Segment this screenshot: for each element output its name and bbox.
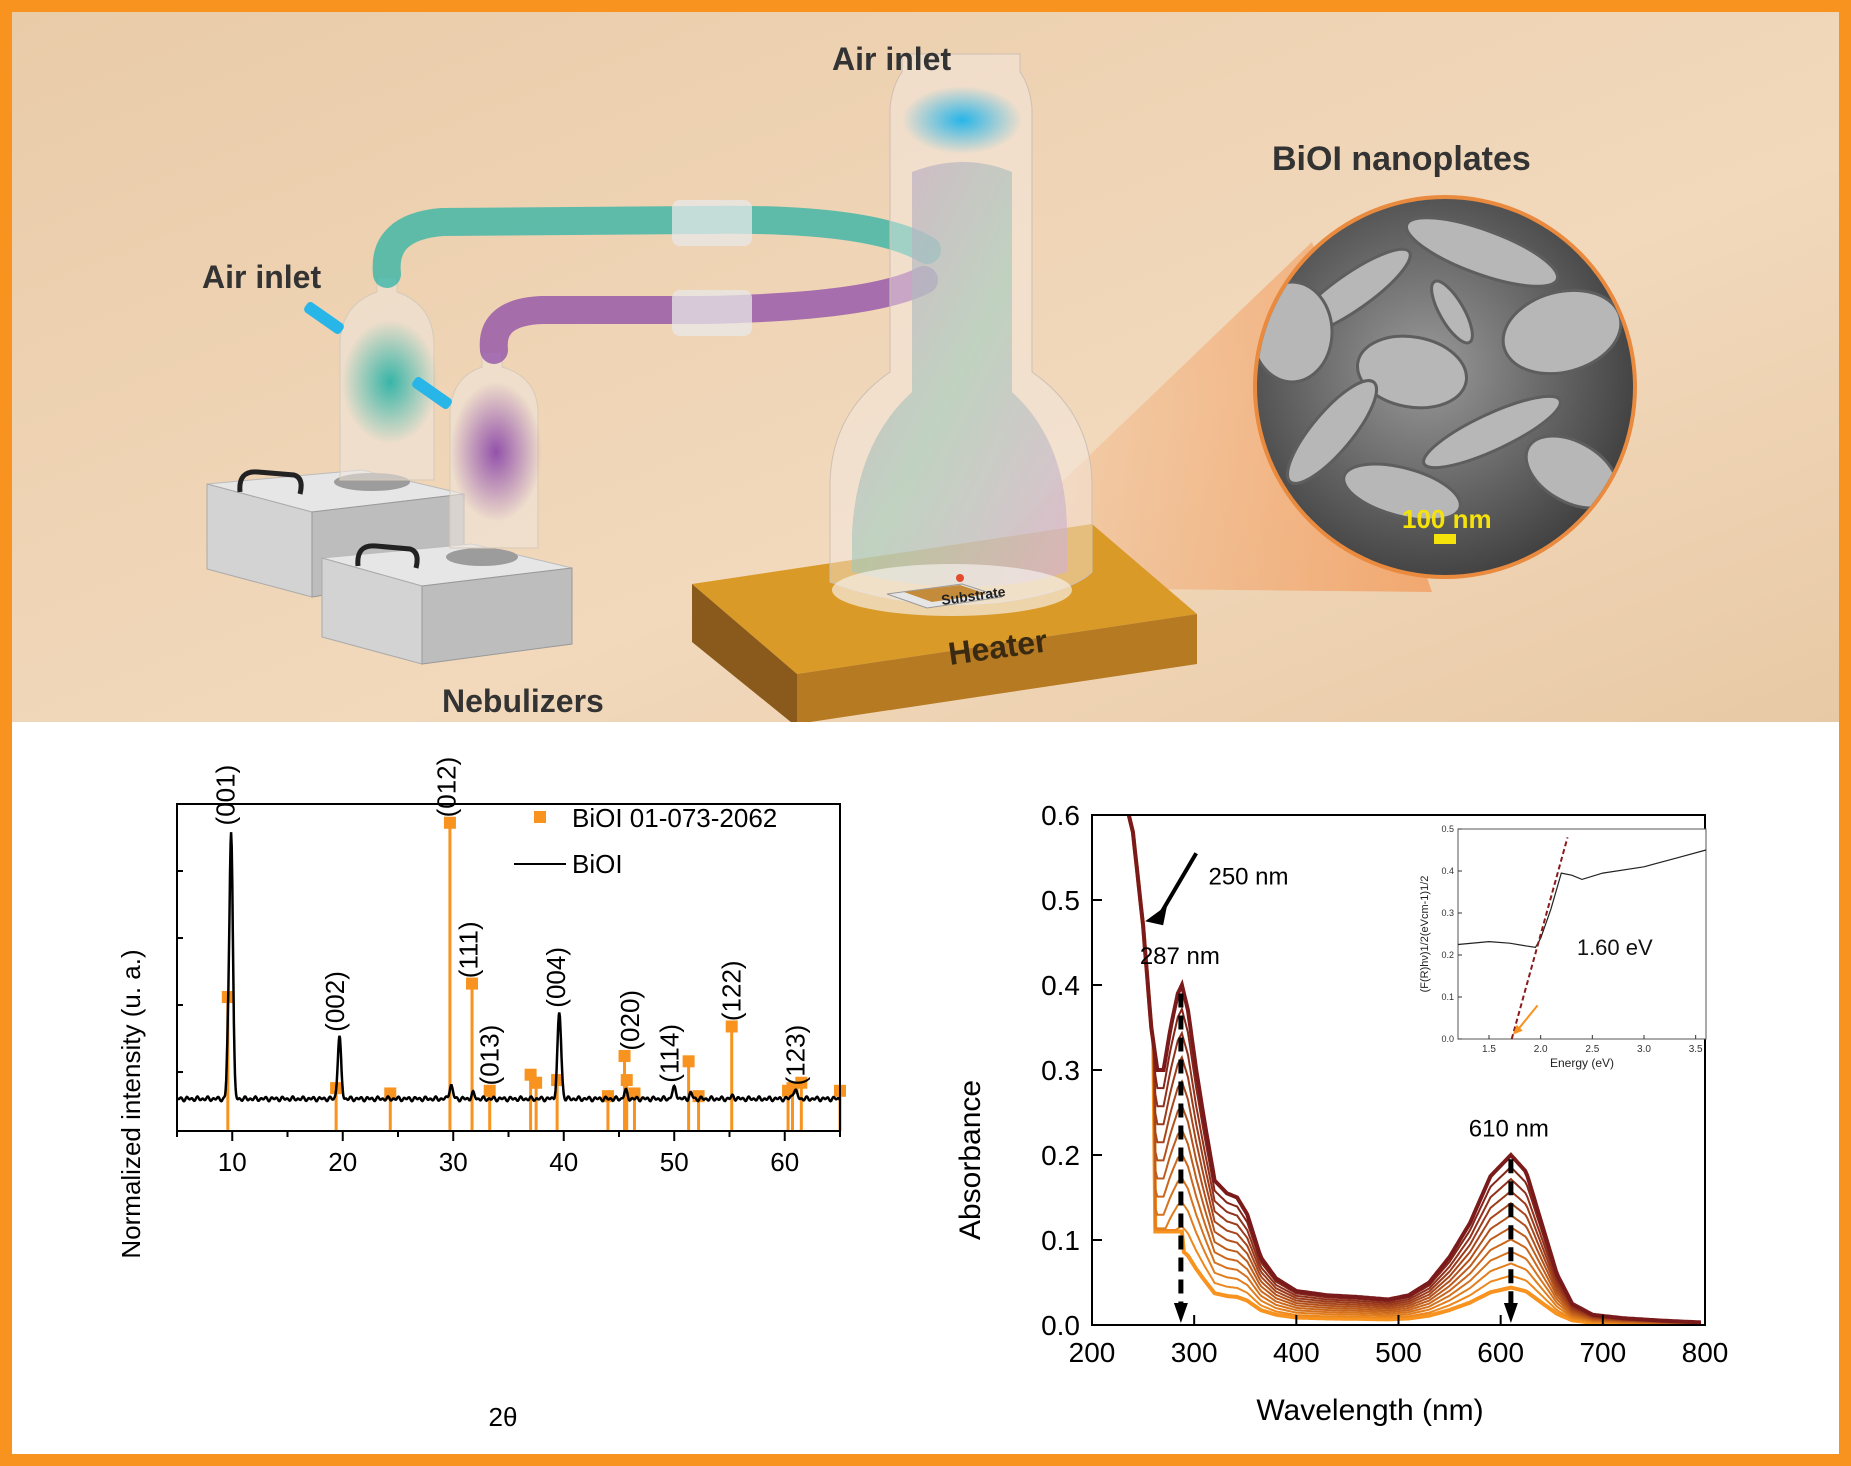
xrd-annotation-5: (004): [541, 947, 571, 1008]
xrd-annotation-4: (013): [475, 1025, 505, 1086]
xrd-x-tick-label-30: 30: [439, 1147, 468, 1177]
reaction-chamber: [829, 53, 1093, 616]
uv-series-12: [1126, 815, 1701, 1325]
xrd-y-axis-label: Normalized intensity (u. a.): [116, 949, 146, 1258]
uv-annotation-0: 250 nm: [1208, 864, 1288, 891]
uv-vis-chart: 200 300 400 500 600 700 800 0.0 0.1 0.2 0.3 0.4 0.5 0…: [954, 800, 1729, 1427]
uv-y-tick-label-5: 0.5: [1041, 885, 1080, 916]
xrd-ref-marker-18: [795, 1076, 808, 1089]
uv-inset-y-label: (F(R)hν)1/2(eVcm-1)1/2: [1419, 876, 1431, 993]
uv-x-tick-label-600: 600: [1477, 1337, 1524, 1368]
xrd-legend-label-line: BiOI: [572, 849, 623, 879]
xrd-legend-marker-ref: [534, 811, 546, 823]
xrd-line-biol: [176, 832, 842, 1103]
uv-inset-x-tick-label-4: 3.5: [1689, 1044, 1703, 1055]
uv-y-tick-label-6: 0.6: [1041, 800, 1080, 831]
schematic-panel: Air inlet Air inlet BiOI nanoplates 100 …: [12, 12, 1839, 724]
xrd-x-tick-label-60: 60: [770, 1147, 799, 1177]
uv-arrowhead-0: [1173, 1303, 1188, 1323]
label-air-inlet-top: Air inlet: [832, 41, 951, 77]
panel-divider: [12, 722, 1839, 728]
xrd-annotation-6: (020): [615, 990, 645, 1051]
xrd-annotation-0: (001): [210, 765, 240, 826]
uv-y-tick-label-3: 0.3: [1041, 1055, 1080, 1086]
xrd-x-tick-label-50: 50: [660, 1147, 689, 1177]
sem-image: [1253, 195, 1637, 579]
uv-y-tick-label-4: 0.4: [1041, 970, 1080, 1001]
uv-inset-y-tick-label-2: 0.2: [1441, 950, 1454, 960]
xrd-ref-marker-4: [466, 977, 479, 990]
uv-y-tick-label-0: 0.0: [1041, 1310, 1080, 1341]
uv-inset-x-tick-label-0: 1.5: [1482, 1044, 1496, 1055]
xrd-annotation-2: (012): [431, 757, 461, 818]
uv-series-group: [1126, 815, 1701, 1325]
uv-arrowhead-1: [1503, 1303, 1518, 1323]
uv-y-tick-label-2: 0.2: [1041, 1140, 1080, 1171]
xrd-x-tick-label-20: 20: [328, 1147, 357, 1177]
xrd-annotation-7: (114): [655, 1024, 685, 1083]
nebulizer-front: [321, 543, 573, 665]
uv-inset-frame: [1457, 828, 1707, 1040]
uv-inset-y-tick-label-3: 0.3: [1441, 908, 1454, 918]
uv-y-axis-label: Absorbance: [954, 1080, 987, 1240]
uv-inset-y-tick-label-0: 0.0: [1441, 1034, 1454, 1044]
xrd-annotation-8: (122): [717, 960, 747, 1021]
uv-inset: 1.5 2.0 2.5 3.0 3.5 0.0 0.1 0.2 0.3 0.4 0.5 Energy …: [1419, 824, 1707, 1070]
label-nebulizers: Nebulizers: [442, 683, 604, 719]
xrd-legend-label-ref: BiOI 01-073-2062: [572, 803, 777, 833]
uv-annotation-2: 610 nm: [1469, 1115, 1549, 1142]
xrd-ref-marker-3: [443, 816, 456, 829]
uv-x-tick-label-200: 200: [1069, 1337, 1116, 1368]
xrd-x-tick-label-40: 40: [549, 1147, 578, 1177]
uv-x-tick-label-300: 300: [1171, 1337, 1218, 1368]
xrd-ref-marker-13: [682, 1055, 695, 1068]
uv-inset-x-tick-label-1: 2.0: [1534, 1044, 1548, 1055]
uv-x-axis-label: Wavelength (nm): [1256, 1394, 1483, 1427]
uv-y-tick-label-1: 0.1: [1041, 1225, 1080, 1256]
xrd-annotation-1: (002): [320, 971, 350, 1032]
label-scale: 100 nm: [1402, 504, 1492, 534]
xrd-chart: 10 20 30 40 50 60 (001) (002) (012) (111) (013) (00…: [116, 757, 846, 1432]
xrd-ref-marker-15: [725, 1020, 738, 1033]
uv-inset-x-tick-label-3: 3.0: [1637, 1044, 1651, 1055]
uv-pointer-line: [1157, 852, 1198, 918]
xrd-ref-marker-11: [620, 1074, 633, 1087]
label-biol-nanoplates: BiOI nanoplates: [1272, 140, 1531, 178]
uv-inset-arrow-line: [1516, 1004, 1539, 1031]
xrd-annotation-9: (123): [781, 1025, 811, 1086]
xrd-ref-marker-7: [530, 1076, 543, 1089]
uv-inset-y-tick-label-5: 0.5: [1441, 824, 1454, 834]
teal-tube-connector: [672, 200, 752, 246]
purple-tube-connector: [672, 290, 752, 336]
xrd-ref-marker-10: [618, 1049, 631, 1062]
xrd-x-tick-label-10: 10: [218, 1147, 247, 1177]
uv-x-tick-label-500: 500: [1375, 1337, 1422, 1368]
uv-inset-tangent: [1510, 837, 1569, 1040]
uv-x-tick-label-700: 700: [1579, 1337, 1626, 1368]
uv-inset-curve: [1457, 849, 1707, 949]
label-air-inlet-left: Air inlet: [202, 259, 321, 295]
uv-pointer-head: [1145, 905, 1168, 926]
uv-inset-arrow-head: [1512, 1024, 1523, 1035]
uv-inset-y-tick-label-4: 0.4: [1441, 866, 1454, 876]
xrd-ref-marker-5: [483, 1084, 496, 1097]
xrd-annotation-3: (111): [454, 921, 484, 978]
uv-x-tick-label-400: 400: [1273, 1337, 1320, 1368]
uv-inset-y-tick-label-1: 0.1: [1441, 992, 1454, 1002]
uv-inset-x-label: Energy (eV): [1550, 1056, 1614, 1070]
uv-x-tick-label-800: 800: [1682, 1337, 1729, 1368]
teal-bottle: [304, 276, 438, 481]
uv-annotation-1: 287 nm: [1140, 943, 1220, 970]
purple-bottle: [412, 351, 542, 549]
xrd-x-axis-label: 2θ: [489, 1402, 518, 1432]
scale-bar: [1434, 534, 1456, 544]
uv-inset-annotation: 1.60 eV: [1577, 935, 1653, 960]
uv-inset-x-tick-label-2: 2.5: [1585, 1044, 1599, 1055]
